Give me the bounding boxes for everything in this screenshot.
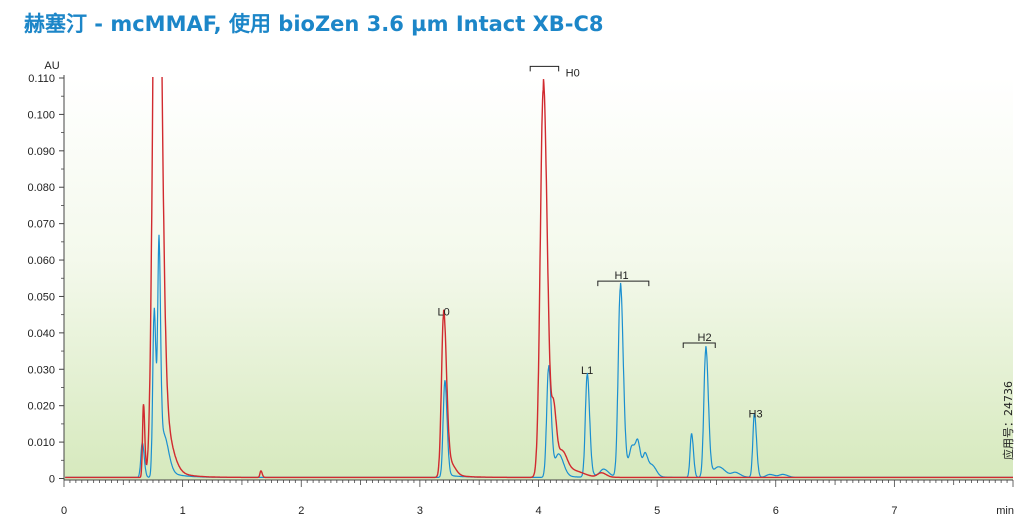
y-tick-label: 0.110 bbox=[28, 73, 55, 85]
plot-background bbox=[64, 77, 1013, 480]
y-tick-label: 0.080 bbox=[27, 182, 55, 194]
x-tick-label: 2 bbox=[298, 505, 304, 517]
y-tick-label: 0.030 bbox=[27, 364, 55, 376]
traces-group bbox=[65, 77, 1013, 479]
y-tick-label: 0.090 bbox=[27, 146, 55, 158]
peak-label: H3 bbox=[749, 409, 763, 421]
x-tick-label: 5 bbox=[654, 505, 660, 517]
y-axis-label: AU bbox=[44, 60, 59, 72]
peak-label: L0 bbox=[437, 307, 449, 319]
x-tick-label: 7 bbox=[891, 505, 897, 517]
x-tick-label: 1 bbox=[180, 505, 186, 517]
application-number: 应用号：24736 bbox=[1002, 381, 1015, 460]
y-tick-label: 0 bbox=[49, 474, 55, 486]
y-tick-label: 0.020 bbox=[27, 401, 55, 413]
y-tick-label: 0.060 bbox=[27, 255, 55, 267]
y-tick-label: 0.010 bbox=[27, 437, 55, 449]
y-tick-label: 0.070 bbox=[27, 219, 55, 231]
x-axis-label: min bbox=[996, 505, 1014, 517]
y-tick-label: 0.100 bbox=[27, 109, 55, 121]
x-tick-label: 4 bbox=[535, 505, 541, 517]
red-trace bbox=[65, 77, 1013, 479]
x-tick-label: 0 bbox=[61, 505, 67, 517]
x-tick-label: 3 bbox=[417, 505, 423, 517]
chart-title: 赫塞汀 - mcMMAF, 使用 bioZen 3.6 µm Intact XB… bbox=[24, 12, 604, 36]
x-tick-label: 6 bbox=[773, 505, 779, 517]
y-tick-label: 0.050 bbox=[27, 291, 55, 303]
peak-label: H1 bbox=[615, 270, 629, 282]
peak-bracket bbox=[682, 342, 716, 349]
peak-label: H0 bbox=[566, 67, 580, 79]
peak-bracket bbox=[529, 65, 560, 72]
peak-bracket bbox=[597, 280, 650, 287]
peak-label: L1 bbox=[581, 365, 593, 377]
y-tick-label: 0.040 bbox=[27, 328, 55, 340]
peak-label: H2 bbox=[698, 332, 712, 344]
